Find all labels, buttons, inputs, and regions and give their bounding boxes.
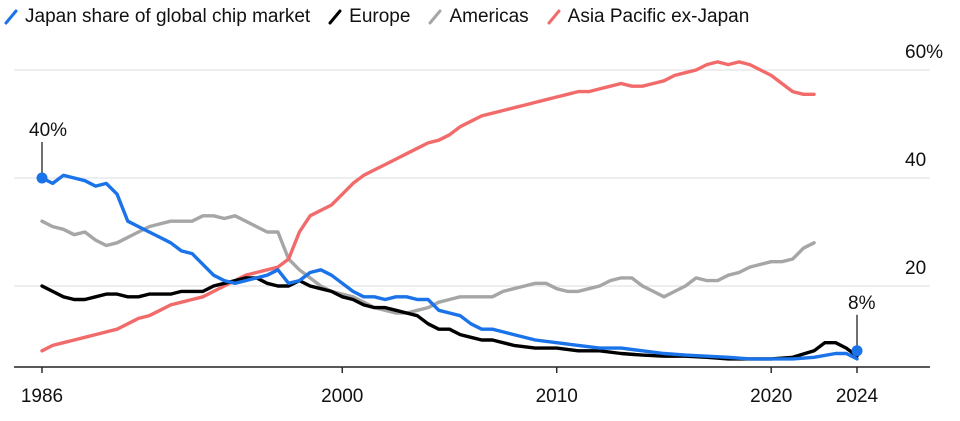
annotation-marker	[851, 345, 863, 357]
legend-item: Asia Pacific ex-Japan	[547, 6, 750, 28]
legend-swatch	[547, 9, 561, 25]
series-line	[40, 214, 816, 315]
gridlines	[14, 69, 930, 287]
legend-swatch	[4, 9, 18, 25]
legend-swatch	[428, 9, 442, 25]
legend-label: Asia Pacific ex-Japan	[567, 6, 750, 27]
annotation-label: 40%	[29, 120, 67, 141]
legend-label: Americas	[449, 6, 529, 27]
legend-label: Europe	[349, 6, 411, 27]
annotations: 40% 8%	[29, 120, 876, 357]
series-line	[40, 173, 859, 361]
y-axis: 20 40 60%	[905, 42, 943, 279]
chart-legend: Japan share of global chip market Europe A…	[4, 6, 749, 28]
series-lines	[40, 60, 859, 361]
legend-swatch	[328, 9, 342, 25]
legend-label: Japan share of global chip market	[25, 6, 311, 27]
legend-item: Japan share of global chip market	[4, 6, 310, 28]
x-tick-label: 2024	[836, 386, 879, 407]
x-tick-label: 2000	[321, 386, 363, 407]
x-axis: 1986 2000 2010 2020 2024	[14, 366, 930, 407]
annotation-label: 8%	[848, 293, 876, 314]
legend-item: Americas	[428, 6, 529, 28]
y-tick-label: 60%	[905, 42, 943, 63]
annotation-marker	[36, 172, 48, 184]
series-line	[40, 276, 859, 361]
series-line	[40, 60, 816, 353]
x-tick-label: 1986	[21, 386, 63, 407]
y-tick-label: 20	[905, 258, 926, 279]
x-tick-label: 2010	[536, 386, 578, 407]
y-tick-label: 40	[905, 150, 926, 171]
legend-item: Europe	[328, 6, 410, 28]
x-tick-label: 2020	[750, 386, 792, 407]
